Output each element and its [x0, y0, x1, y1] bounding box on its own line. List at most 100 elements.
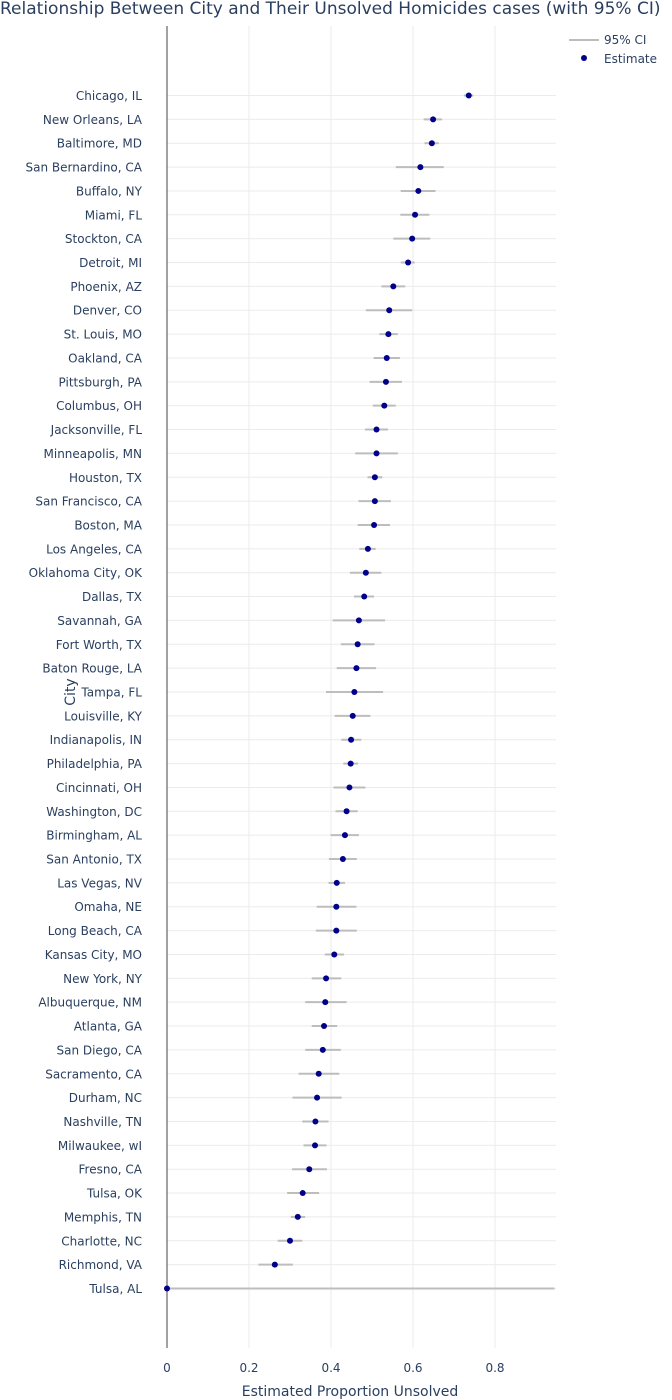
estimate-point[interactable]	[331, 951, 338, 958]
y-tick-label: Boston, MA	[74, 518, 142, 532]
y-tick-label: Fresno, CA	[79, 1163, 143, 1177]
y-tick-label: Charlotte, NC	[61, 1234, 142, 1248]
estimate-point[interactable]	[312, 1118, 319, 1125]
y-tick-label: Savannah, GA	[57, 614, 143, 628]
y-tick-label: Fort Worth, TX	[56, 638, 142, 652]
estimate-point[interactable]	[428, 140, 435, 147]
estimate-point[interactable]	[271, 1261, 278, 1268]
y-tick-label: Miami, FL	[85, 208, 143, 222]
y-tick-label: Phoenix, AZ	[70, 280, 142, 294]
legend-estimate-symbol	[581, 55, 587, 61]
estimate-point[interactable]	[371, 474, 378, 481]
y-tick-label: Baltimore, MD	[57, 137, 142, 151]
estimate-point[interactable]	[361, 593, 368, 600]
legend[interactable]: 95% CI Estimate	[569, 33, 657, 66]
estimate-point[interactable]	[381, 402, 388, 409]
y-tick-label: Denver, CO	[73, 304, 142, 318]
y-tick-label: Los Angeles, CA	[46, 542, 143, 556]
estimate-point[interactable]	[385, 331, 392, 338]
estimate-point[interactable]	[333, 903, 340, 910]
estimate-point[interactable]	[383, 354, 390, 361]
point-layer	[164, 92, 472, 1292]
estimate-point[interactable]	[349, 712, 356, 719]
y-tick-label: Tulsa, AL	[88, 1282, 142, 1296]
estimate-point[interactable]	[333, 879, 340, 886]
estimate-point[interactable]	[364, 545, 371, 552]
estimate-point[interactable]	[323, 975, 330, 982]
estimate-point[interactable]	[415, 187, 422, 194]
estimate-point[interactable]	[353, 665, 360, 672]
y-tick-label: Tulsa, OK	[86, 1187, 143, 1201]
estimate-point[interactable]	[348, 736, 355, 743]
estimate-point[interactable]	[339, 856, 346, 863]
estimate-point[interactable]	[355, 617, 362, 624]
grid-layer	[167, 26, 556, 1348]
estimate-point[interactable]	[386, 307, 393, 314]
y-tick-label: Louisville, KY	[64, 709, 143, 723]
estimate-point[interactable]	[333, 927, 340, 934]
y-tick-label: Durham, NC	[69, 1091, 142, 1105]
y-tick-label: Birmingham, AL	[46, 829, 142, 843]
estimate-point[interactable]	[390, 283, 397, 290]
y-tick-label: Kansas City, MO	[45, 948, 142, 962]
y-tick-label: Detroit, MI	[79, 256, 142, 270]
x-tick-label: 0.8	[485, 1361, 504, 1375]
estimate-point[interactable]	[405, 259, 412, 266]
y-tick-label: San Diego, CA	[56, 1043, 142, 1057]
estimate-point[interactable]	[373, 450, 380, 457]
estimate-point[interactable]	[362, 569, 369, 576]
estimate-point[interactable]	[294, 1213, 301, 1220]
y-tick-label: Chicago, IL	[76, 89, 142, 103]
y-tick-label: Jacksonville, FL	[50, 423, 143, 437]
x-tick-label: 0	[163, 1361, 171, 1375]
estimate-point[interactable]	[409, 235, 416, 242]
estimate-point[interactable]	[354, 641, 361, 648]
estimate-point[interactable]	[306, 1166, 313, 1173]
y-tick-label: Las Vegas, NV	[57, 876, 143, 890]
estimate-point[interactable]	[321, 1023, 328, 1030]
y-tick-label: San Antonio, TX	[46, 853, 142, 867]
estimate-point[interactable]	[343, 808, 350, 815]
legend-estimate-label: Estimate	[604, 52, 657, 66]
x-tick-label: 0.4	[321, 1361, 340, 1375]
y-tick-label: Baton Rouge, LA	[42, 662, 142, 676]
chart-title: Relationship Between City and Their Unso…	[0, 0, 661, 19]
estimate-point[interactable]	[346, 784, 353, 791]
y-tick-label: Washington, DC	[46, 805, 142, 819]
estimate-point[interactable]	[465, 92, 472, 99]
estimate-point[interactable]	[319, 1046, 326, 1053]
estimate-point[interactable]	[417, 164, 424, 171]
y-tick-label: Buffalo, NY	[76, 184, 143, 198]
y-tick-label: Richmond, VA	[59, 1258, 143, 1272]
y-tick-label: Milwaukee, wI	[58, 1139, 142, 1153]
estimate-point[interactable]	[322, 999, 329, 1006]
estimate-point[interactable]	[382, 378, 389, 385]
estimate-point[interactable]	[347, 760, 354, 767]
estimate-point[interactable]	[373, 426, 380, 433]
y-tick-label: Tampa, FL	[80, 686, 142, 700]
estimate-point[interactable]	[371, 521, 378, 528]
y-tick-label: Houston, TX	[69, 471, 142, 485]
y-tick-label: New York, NY	[63, 972, 143, 986]
estimate-point[interactable]	[341, 832, 348, 839]
estimate-point[interactable]	[412, 211, 419, 218]
estimate-point[interactable]	[315, 1070, 322, 1077]
y-tick-label: San Bernardino, CA	[25, 161, 142, 175]
x-tick-label: 0.2	[239, 1361, 258, 1375]
y-tick-label: Stockton, CA	[65, 232, 143, 246]
estimate-point[interactable]	[430, 116, 437, 123]
y-tick-label: San Francisco, CA	[35, 495, 142, 509]
y-tick-label: Oklahoma City, OK	[29, 566, 143, 580]
y-tick-label: Philadelphia, PA	[47, 757, 143, 771]
y-tick-label: Omaha, NE	[74, 900, 142, 914]
estimate-point[interactable]	[371, 498, 378, 505]
estimate-point[interactable]	[351, 689, 358, 695]
estimate-point[interactable]	[312, 1142, 319, 1149]
estimate-point[interactable]	[164, 1285, 170, 1292]
estimate-point[interactable]	[314, 1094, 321, 1101]
estimate-point[interactable]	[299, 1190, 306, 1197]
y-tick-label: Sacramento, CA	[45, 1067, 143, 1081]
estimate-point[interactable]	[287, 1237, 293, 1244]
